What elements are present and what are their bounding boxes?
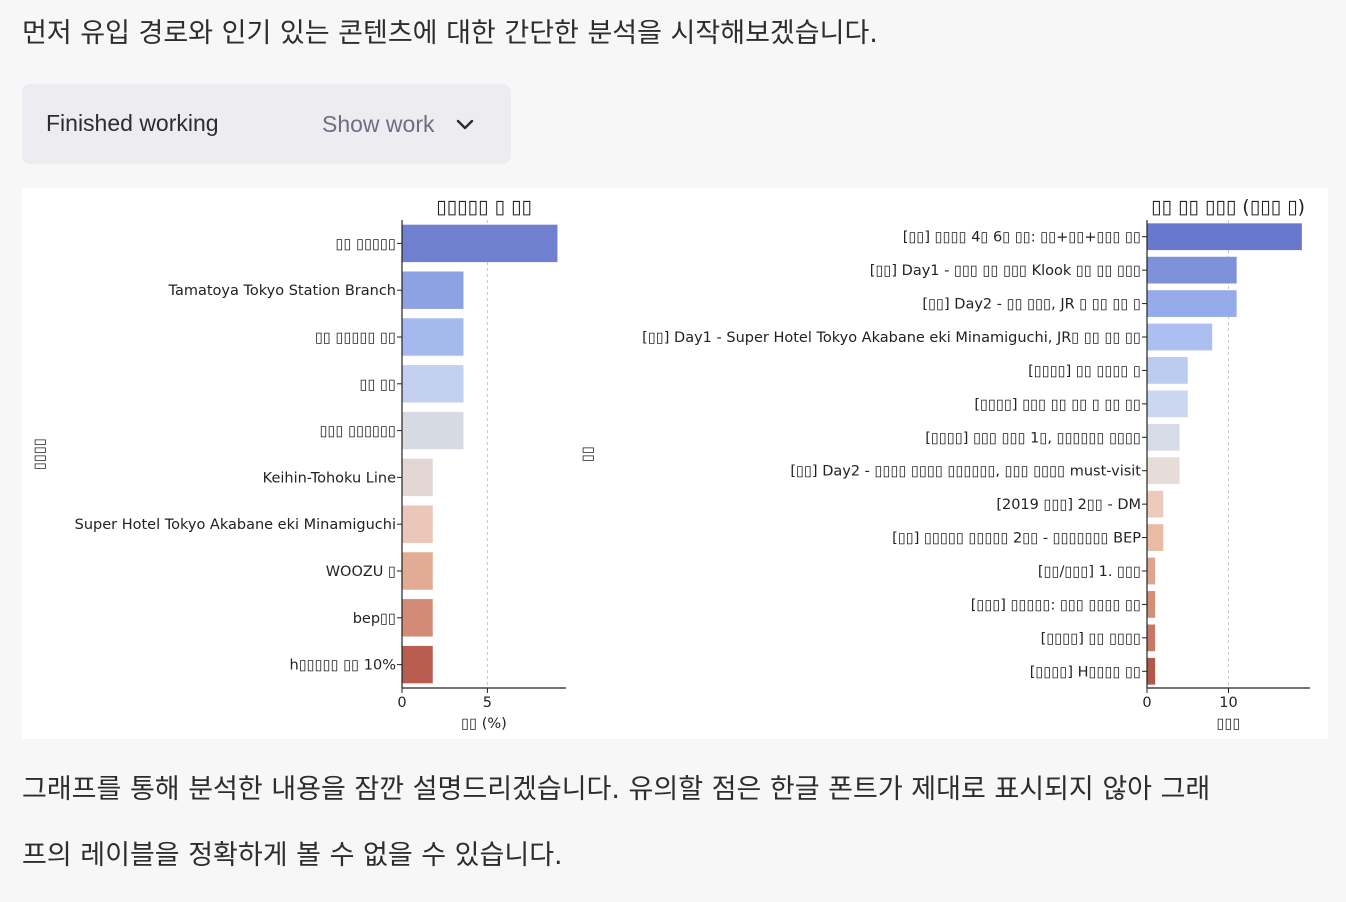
chart0-bar xyxy=(402,505,433,543)
chart1-bar xyxy=(1147,624,1156,652)
chart0-bar xyxy=(402,645,433,684)
chart0-bar xyxy=(402,552,433,590)
chart0-bar xyxy=(402,411,464,450)
chart-image: ▯▯ ▯▯▯▯▯ Tamatoya Tokyo Station Branch ▯▯ … xyxy=(22,188,1328,739)
outro-line-1: 그래프를 통해 분석한 내용을 잠깐 설명드리겠습니다. 유의할 점은 한글 폰… xyxy=(22,774,1211,805)
chart1-bar xyxy=(1147,290,1237,317)
chart1-bar xyxy=(1147,591,1156,618)
chart1-ylabel: ▯▯ xyxy=(580,446,596,462)
chart1-title: ▯▯ ▯▯ ▯▯▯ (▯▯▯ ▯) xyxy=(1151,196,1305,218)
chart0-category-label: Super Hotel Tokyo Akabane eki Minamiguch… xyxy=(75,517,396,533)
chart0-category-label: bep▯▯ xyxy=(353,611,396,627)
chart0-category-label: ▯▯ ▯▯▯▯▯ xyxy=(336,236,396,252)
chart0-xtick-label: 0 xyxy=(397,695,406,711)
chart1-category-label: [▯▯] ▯▯▯▯ 4▯ 6▯ ▯▯: ▯▯+▯▯+▯▯▯ ▯▯ xyxy=(903,230,1141,246)
chart1-category-label: [▯▯] Day2 - ▯▯▯▯ ▯▯▯▯ ▯▯▯▯▯▯, ▯▯▯ ▯▯▯▯ m… xyxy=(790,464,1141,480)
intro-message: 먼저 유입 경로와 인기 있는 콘텐츠에 대한 간단한 분석을 시작해보겠습니다… xyxy=(22,18,878,49)
chart0-category-label: Keihin-Tohoku Line xyxy=(263,470,396,486)
chart1-bar xyxy=(1147,657,1156,685)
chart0-bar xyxy=(402,599,433,637)
chart1-category-label: [▯▯▯] ▯▯▯▯▯: ▯▯▯ ▯▯▯▯ ▯▯ xyxy=(971,597,1141,613)
chart1-category-label: [▯▯▯▯] ▯▯ ▯▯▯▯ ▯ xyxy=(1028,363,1141,379)
chart0-ylabel: ▯▯▯▯ xyxy=(32,438,48,470)
chart0-bar xyxy=(402,458,433,497)
chart1-category-label: [▯▯] ▯▯▯▯▯ ▯▯▯▯▯ 2▯▯ - ▯▯▯▯▯▯▯ BEP xyxy=(892,531,1141,547)
chart1-bar xyxy=(1147,490,1164,518)
chart0-bar xyxy=(402,318,464,356)
chart0-category-label: ▯▯ ▯▯ xyxy=(359,377,396,393)
chart0-category-label: Tamatoya Tokyo Station Branch xyxy=(168,283,397,299)
work-summary-panel: Finished working Show work xyxy=(22,84,511,164)
chart1-category-label: [▯▯] Day1 - Super Hotel Tokyo Akabane ek… xyxy=(642,330,1141,346)
chart1-xtick-label: 0 xyxy=(1142,695,1151,711)
show-work-label: Show work xyxy=(322,110,435,137)
chart1-bar xyxy=(1147,390,1188,418)
chart1-xtick-label: 10 xyxy=(1219,695,1237,711)
chevron-down-icon xyxy=(457,119,474,130)
chart1-bar xyxy=(1147,557,1156,585)
chart1-xlabel: ▯▯▯ xyxy=(1217,716,1241,732)
chart0-category-label: h▯▯▯▯▯ ▯▯ 10% xyxy=(290,658,397,674)
chart1-bar xyxy=(1147,524,1164,551)
chart1-category-label: [▯▯▯▯] ▯▯▯ ▯▯ ▯▯ ▯ ▯▯ ▯▯ xyxy=(974,397,1141,413)
chart1-bar xyxy=(1147,256,1237,284)
analysis-message: 그래프를 통해 분석한 내용을 잠깐 설명드리겠습니다. 유의할 점은 한글 폰… xyxy=(22,770,1326,902)
outro-line-2: 프의 레이블을 정확하게 볼 수 없을 수 있습니다. xyxy=(22,840,563,871)
chart0-category-label: ▯▯▯ ▯▯▯▯▯▯ xyxy=(320,424,396,440)
chart1-category-label: [▯▯▯▯] H▯▯▯▯ ▯▯ xyxy=(1030,664,1141,680)
chart1-bar xyxy=(1147,423,1180,451)
chart1-bar xyxy=(1147,323,1213,351)
chart0-category-label: WOOZU ▯ xyxy=(326,564,396,580)
chart1-category-label: [▯▯▯▯] ▯▯▯ ▯▯▯ 1▯, ▯▯▯▯▯▯ ▯▯▯▯ xyxy=(925,430,1141,446)
chart0-bar xyxy=(402,271,464,309)
chart1-category-label: [2019 ▯▯▯] 2▯▯ - DM xyxy=(996,497,1141,513)
chart1-bar xyxy=(1147,223,1302,251)
show-work-toggle[interactable]: Show work xyxy=(322,106,476,142)
chart0-category-label: ▯▯ ▯▯▯▯▯ ▯▯ xyxy=(315,330,396,346)
chart1-category-label: [▯▯/▯▯▯] 1. ▯▯▯ xyxy=(1038,564,1141,580)
chart1-bar xyxy=(1147,457,1180,485)
chart-figure: ▯▯ ▯▯▯▯▯Tamatoya Tokyo Station Branch▯▯ … xyxy=(32,196,1310,732)
chart0-title: ▯▯▯▯▯ ▯ ▯▯ xyxy=(436,196,532,218)
chart0-xlabel: ▯▯ (%) xyxy=(461,716,507,732)
chart1-category-label: [▯▯▯▯] ▯▯ ▯▯▯▯ xyxy=(1041,631,1141,647)
chart1-category-label: [▯▯] Day1 - ▯▯▯ ▯▯ ▯▯▯ Klook ▯▯ ▯▯ ▯▯▯ xyxy=(870,263,1141,279)
work-status-label: Finished working xyxy=(46,110,219,136)
chart1-bar xyxy=(1147,357,1188,384)
chart0-bar xyxy=(402,365,464,403)
chart0-bar xyxy=(402,224,558,263)
chart1-category-label: [▯▯] Day2 - ▯▯ ▯▯▯, JR ▯ ▯▯ ▯▯ ▯ xyxy=(922,297,1141,313)
chart0-xtick-label: 5 xyxy=(483,695,492,711)
